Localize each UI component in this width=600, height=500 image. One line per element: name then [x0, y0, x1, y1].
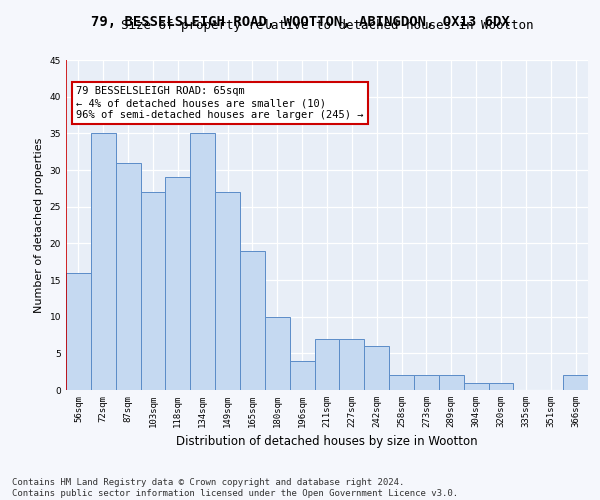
Bar	[91, 134, 116, 390]
Bar	[364, 346, 389, 390]
Bar	[464, 382, 488, 390]
Bar	[314, 338, 340, 390]
Text: 79, BESSELSLEIGH ROAD, WOOTTON, ABINGDON, OX13 6DX: 79, BESSELSLEIGH ROAD, WOOTTON, ABINGDON…	[91, 15, 509, 29]
Text: 79 BESSELSLEIGH ROAD: 65sqm
← 4% of detached houses are smaller (10)
96% of semi: 79 BESSELSLEIGH ROAD: 65sqm ← 4% of deta…	[76, 86, 364, 120]
Bar	[215, 192, 240, 390]
Title: Size of property relative to detached houses in Wootton: Size of property relative to detached ho…	[121, 20, 533, 32]
Bar	[290, 360, 314, 390]
Text: Contains HM Land Registry data © Crown copyright and database right 2024.
Contai: Contains HM Land Registry data © Crown c…	[12, 478, 458, 498]
Bar	[240, 250, 265, 390]
Bar	[389, 376, 414, 390]
Bar	[166, 178, 190, 390]
Bar	[414, 376, 439, 390]
Bar	[66, 272, 91, 390]
X-axis label: Distribution of detached houses by size in Wootton: Distribution of detached houses by size …	[176, 436, 478, 448]
Bar	[190, 134, 215, 390]
Y-axis label: Number of detached properties: Number of detached properties	[34, 138, 44, 312]
Bar	[563, 376, 588, 390]
Bar	[116, 162, 140, 390]
Bar	[439, 376, 464, 390]
Bar	[140, 192, 166, 390]
Bar	[340, 338, 364, 390]
Bar	[265, 316, 290, 390]
Bar	[488, 382, 514, 390]
